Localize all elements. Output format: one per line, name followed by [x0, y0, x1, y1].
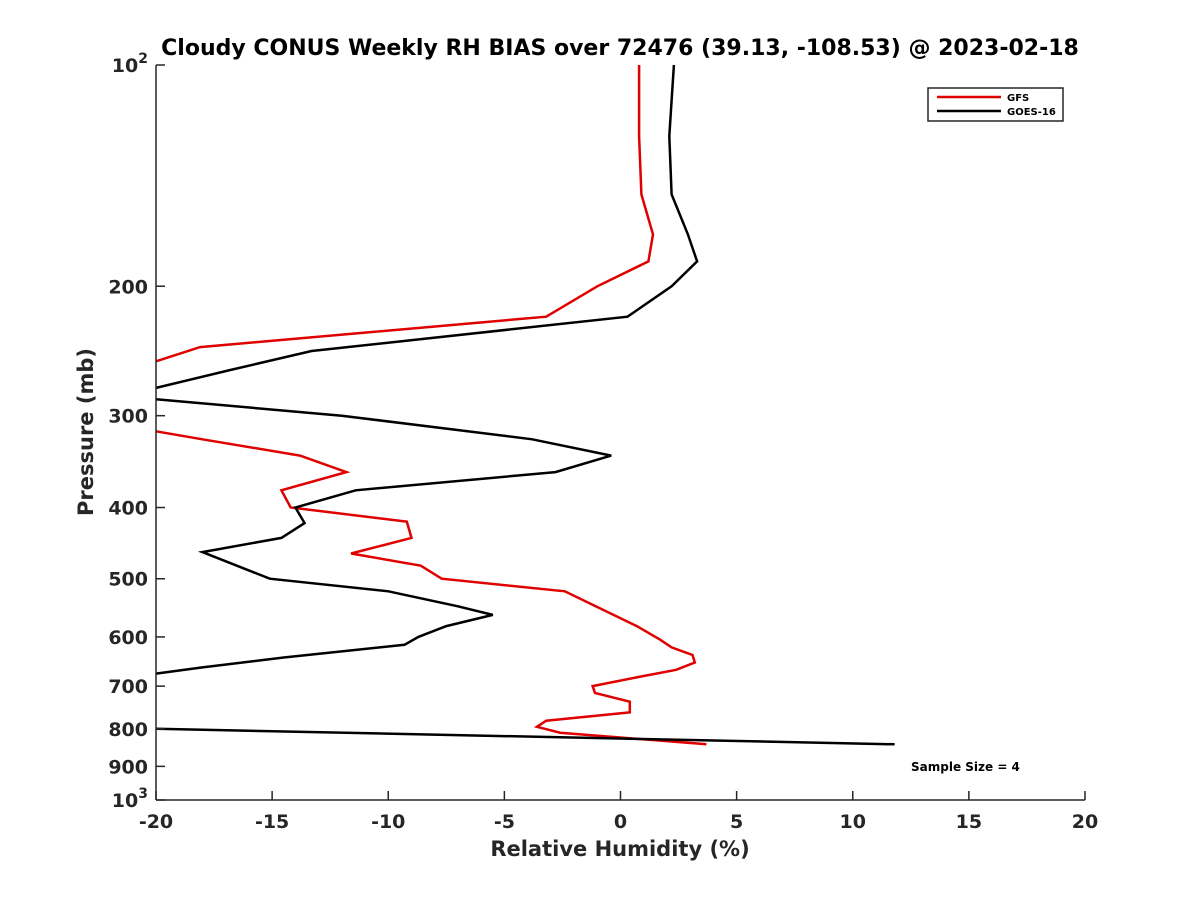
chart-title: Cloudy CONUS Weekly RH BIAS over 72476 (…	[161, 36, 1079, 61]
legend-box	[927, 87, 1064, 122]
x-tick-label: -10	[371, 811, 405, 833]
series-layer	[155, 64, 895, 746]
series-line-goes16-seg0	[155, 64, 699, 390]
y-tick-label: 600	[108, 627, 148, 649]
series-line-gfs-seg1	[155, 430, 707, 746]
legend: GFS GOES-16	[927, 87, 1064, 122]
x-tick-label: 15	[956, 811, 982, 833]
sample-size-annotation: Sample Size = 4	[911, 760, 1020, 774]
plot-area: -20 -15 -10 -5 0 5 10 15 20 102 200 300 400 500 600 70…	[108, 51, 1098, 833]
y-tick-label: 102	[112, 51, 148, 77]
x-ticks: -20 -15 -10 -5 0 5 10 15 20	[139, 791, 1098, 833]
y-tick-label: 103	[112, 786, 148, 812]
legend-label-gfs: GFS	[1007, 93, 1029, 104]
x-tick-label: 5	[730, 811, 743, 833]
y-tick-label: 900	[108, 756, 148, 778]
x-tick-label: -20	[139, 811, 173, 833]
y-tick-label: 300	[108, 406, 148, 428]
series-line-goes16-seg1	[155, 398, 612, 675]
y-tick-label: 400	[108, 498, 148, 520]
x-tick-label: -5	[494, 811, 515, 833]
x-tick-label: 20	[1072, 811, 1098, 833]
x-axis-label: Relative Humidity (%)	[490, 837, 749, 861]
y-tick-label: 800	[108, 719, 148, 741]
legend-label-goes16: GOES-16	[1007, 107, 1056, 118]
y-tick-label: 500	[108, 569, 148, 591]
x-tick-label: -15	[255, 811, 289, 833]
y-tick-label: 200	[108, 276, 148, 298]
x-tick-label: 0	[614, 811, 627, 833]
y-tick-label: 700	[108, 676, 148, 698]
x-tick-label: 10	[840, 811, 866, 833]
series-line-gfs-seg0	[155, 65, 655, 363]
y-ticks: 102 200 300 400 500 600 700 800 900 103	[108, 51, 165, 812]
series-line-goes16-seg2	[155, 727, 895, 746]
y-axis-label: Pressure (mb)	[74, 348, 98, 516]
